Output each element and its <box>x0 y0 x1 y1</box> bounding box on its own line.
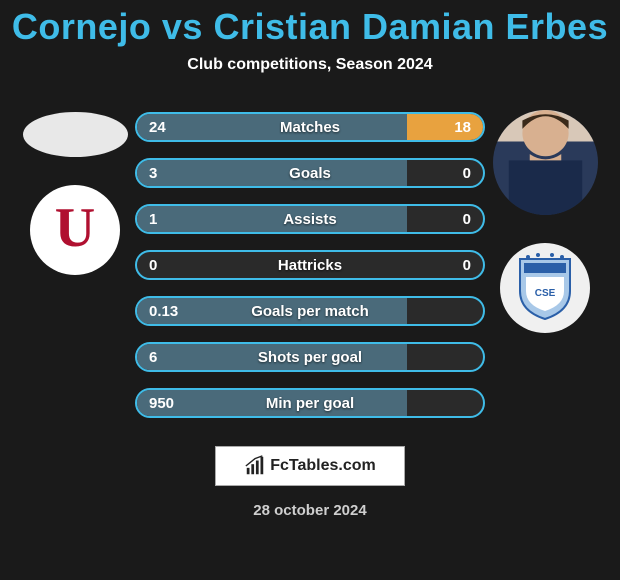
player-right-avatar <box>493 110 598 215</box>
stat-bar: 10Assists <box>135 204 485 234</box>
team-right-logo: CSE <box>500 243 590 333</box>
stat-right-value: 0 <box>463 160 471 186</box>
stat-right-value: 0 <box>463 252 471 278</box>
stat-left-value: 3 <box>149 160 157 186</box>
stat-right-value: 18 <box>454 114 471 140</box>
page-title: Cornejo vs Cristian Damian Erbes <box>0 0 620 48</box>
team-left-letter: U <box>55 200 95 256</box>
stat-right-value: 0 <box>463 206 471 232</box>
stat-bar: 2418Matches <box>135 112 485 142</box>
svg-text:CSE: CSE <box>535 288 556 299</box>
stat-fill-left <box>137 160 407 186</box>
stat-left-value: 0 <box>149 252 157 278</box>
stat-fill-left <box>137 206 407 232</box>
player-silhouette-icon <box>493 110 598 215</box>
stat-label: Hattricks <box>137 252 483 278</box>
chart-icon <box>244 455 266 477</box>
watermark-box: FcTables.com <box>215 446 405 486</box>
comparison-row: U 2418Matches30Goals10Assists00Hattricks… <box>0 112 620 418</box>
stat-bar: 30Goals <box>135 158 485 188</box>
emelec-shield-icon: CSE <box>514 251 576 326</box>
stat-left-value: 6 <box>149 344 157 370</box>
stat-left-value: 950 <box>149 390 174 416</box>
stat-left-value: 24 <box>149 114 166 140</box>
right-column: CSE <box>485 112 605 418</box>
stat-left-value: 0.13 <box>149 298 178 324</box>
stat-fill-left <box>137 390 407 416</box>
stat-fill-left <box>137 114 407 140</box>
stat-bar: 950Min per goal <box>135 388 485 418</box>
stat-bar: 0 0Hattricks <box>135 250 485 280</box>
stat-bar: 0.13Goals per match <box>135 296 485 326</box>
watermark-text: FcTables.com <box>270 457 376 475</box>
stat-fill-left <box>137 344 407 370</box>
team-left-logo: U <box>30 185 120 275</box>
stats-column: 2418Matches30Goals10Assists00Hattricks0.… <box>135 112 485 418</box>
footer-date: 28 october 2024 <box>0 502 620 519</box>
left-column: U <box>15 112 135 418</box>
stat-left-value: 1 <box>149 206 157 232</box>
stat-bar: 6Shots per goal <box>135 342 485 372</box>
stat-fill-right <box>407 114 483 140</box>
page-subtitle: Club competitions, Season 2024 <box>0 56 620 74</box>
player-left-avatar <box>23 112 128 157</box>
